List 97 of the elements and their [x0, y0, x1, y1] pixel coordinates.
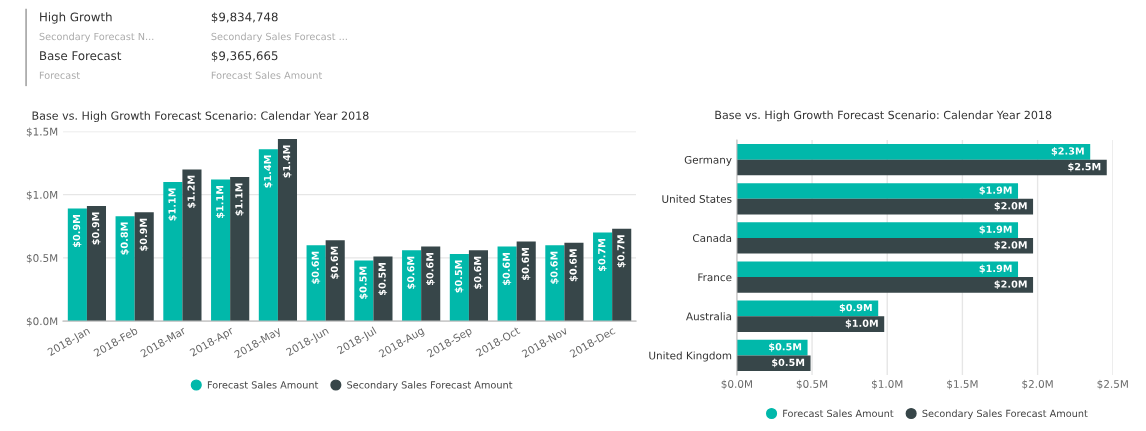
data-label: $0.8M [120, 222, 130, 255]
y-tick-label: $0.0M [26, 317, 58, 327]
data-label: $0.9M [72, 215, 82, 248]
bar [306, 245, 326, 322]
data-label: $0.6M [330, 246, 340, 279]
data-label: $0.6M [569, 249, 579, 282]
data-label: $0.7M [617, 235, 626, 268]
data-label: $0.6M [550, 251, 559, 284]
y-tick-label: Germany [684, 155, 732, 166]
data-label: $0.6M [521, 247, 531, 280]
data-label: $1.4M [282, 145, 292, 178]
bar [182, 169, 202, 322]
data-label: $1.9M [979, 225, 1012, 235]
chart-title: Base vs. High Growth Forecast Scenario: Calendar Year 2018 [32, 111, 369, 122]
data-label: $1.4M [263, 155, 273, 188]
bar [67, 208, 87, 322]
data-label: $0.6M [311, 251, 321, 284]
x-tick-label: $1.5M [947, 379, 978, 390]
data-label: $1.9M [979, 186, 1012, 196]
y-tick-label: $0.5M [26, 253, 58, 264]
x-tick-label: $1.0M [872, 379, 903, 390]
data-label: $2.5M [1068, 162, 1101, 172]
text: Secondary Forecast N... [39, 32, 154, 43]
bar [545, 245, 565, 322]
bar [115, 216, 135, 322]
data-label: $0.6M [473, 256, 483, 289]
bar [736, 183, 1019, 199]
bar [163, 182, 183, 322]
bar [564, 242, 584, 322]
y-tick-label: $1.0M [26, 190, 58, 201]
y-tick-label: United Kingdom [649, 351, 732, 362]
bar [593, 232, 613, 322]
bar [736, 237, 1034, 254]
legend-label: Secondary Sales Forecast Amount [922, 409, 1088, 419]
bar [211, 179, 231, 322]
data-label: $0.6M [406, 256, 416, 289]
text: Forecast [39, 71, 80, 79]
data-label: $1.1M [168, 188, 177, 221]
data-label: $0.5M [378, 263, 388, 296]
data-label: $1.9M [979, 264, 1012, 274]
bar [736, 277, 1034, 293]
legend-label: Forecast Sales Amount [207, 381, 319, 389]
data-label: $0.7M [597, 239, 607, 272]
y-tick-label: Australia [686, 312, 732, 321]
data-label: $0.5M [772, 358, 805, 368]
bar [736, 261, 1019, 278]
bar [736, 355, 811, 372]
data-label: $0.9M [839, 303, 872, 313]
bar [736, 300, 879, 317]
legend-label: Secondary Sales Forecast Amount [347, 381, 513, 391]
bar [373, 256, 393, 322]
bar [86, 206, 107, 322]
bar [134, 212, 154, 322]
text: Base Forecast [40, 51, 122, 61]
data-label: $0.6M [426, 252, 435, 285]
text: High Growth [40, 12, 112, 24]
y-tick-label: Canada [692, 233, 732, 243]
data-label: $0.9M [91, 212, 101, 245]
data-label: $0.9M [139, 218, 149, 251]
bar [449, 254, 469, 322]
data-label: $2.0M [994, 241, 1027, 250]
data-label: $0.6M [502, 252, 512, 285]
data-label: $2.0M [994, 201, 1027, 211]
x-tick-label: $0.0M [721, 379, 752, 390]
y-tick-label: France [698, 273, 732, 282]
data-label: $1.1M [215, 185, 225, 218]
x-tick-label: $2.0M [1022, 379, 1053, 390]
x-tick-label: $0.5M [796, 379, 828, 390]
bar [230, 176, 250, 322]
data-label: $1.1M [235, 183, 244, 216]
bar [736, 316, 885, 332]
text: $9,365,665 [211, 51, 278, 62]
text: Secondary Sales Forecast ... [211, 32, 347, 43]
bar [258, 149, 278, 322]
data-label: $0.5M [359, 266, 368, 299]
bar [736, 222, 1019, 238]
data-label: $2.0M [994, 280, 1027, 290]
bar [402, 250, 422, 322]
text: $9,834,748 [211, 12, 278, 23]
bar [736, 159, 1107, 176]
bar [516, 241, 536, 322]
y-tick-label: $1.5M [26, 127, 58, 137]
data-label: $1.2M [187, 175, 197, 208]
bar [736, 143, 1091, 160]
data-label: $0.5M [454, 260, 464, 293]
bar [277, 139, 298, 322]
legend-label: Forecast Sales Amount [783, 409, 894, 418]
bar [736, 198, 1034, 215]
bar [325, 240, 345, 322]
text: Forecast Sales Amount [211, 71, 323, 79]
data-label: $2.3M [1051, 147, 1084, 156]
x-tick-label: $2.5M [1097, 379, 1128, 390]
chart-title: Base vs. High Growth Forecast Scenario: Calendar Year 2018 [715, 110, 1052, 122]
bar [468, 250, 489, 322]
bar [612, 228, 632, 322]
data-label: $1.0M [845, 319, 878, 329]
y-tick-label: United States [662, 194, 732, 203]
